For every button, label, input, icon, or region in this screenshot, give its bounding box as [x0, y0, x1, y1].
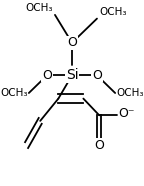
Text: OCH₃: OCH₃ — [116, 88, 144, 98]
Text: O: O — [92, 69, 102, 82]
Text: O: O — [42, 69, 52, 82]
Text: OCH₃: OCH₃ — [25, 3, 53, 13]
Text: OCH₃: OCH₃ — [99, 7, 127, 17]
Text: O⁻: O⁻ — [119, 107, 135, 120]
Text: O: O — [94, 139, 104, 152]
Text: Si: Si — [66, 68, 78, 82]
Text: OCH₃: OCH₃ — [0, 88, 28, 98]
Text: O: O — [67, 36, 77, 49]
